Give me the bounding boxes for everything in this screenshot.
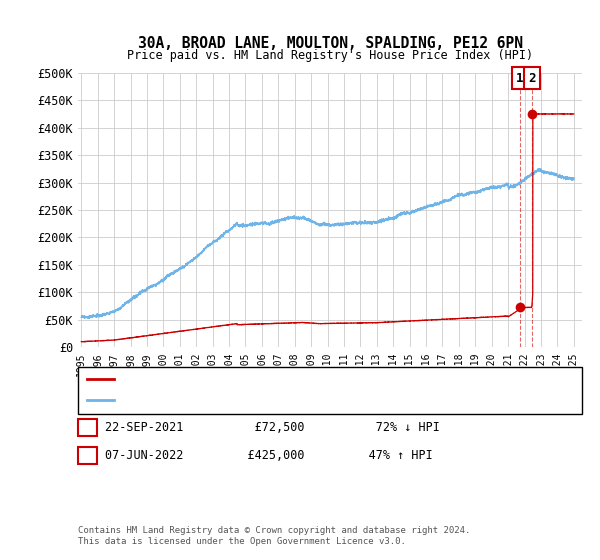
Text: 07-JUN-2022         £425,000         47% ↑ HPI: 07-JUN-2022 £425,000 47% ↑ HPI — [105, 449, 433, 462]
Text: 1: 1 — [516, 72, 524, 85]
Text: 1: 1 — [84, 421, 91, 434]
Title: 30A, BROAD LANE, MOULTON, SPALDING, PE12 6PN: 30A, BROAD LANE, MOULTON, SPALDING, PE12… — [137, 36, 523, 51]
Text: 30A, BROAD LANE, MOULTON, SPALDING, PE12 6PN (detached house): 30A, BROAD LANE, MOULTON, SPALDING, PE12… — [120, 374, 501, 384]
Text: 2: 2 — [528, 72, 536, 85]
Text: Price paid vs. HM Land Registry's House Price Index (HPI): Price paid vs. HM Land Registry's House … — [127, 49, 533, 62]
Text: Contains HM Land Registry data © Crown copyright and database right 2024.
This d: Contains HM Land Registry data © Crown c… — [78, 526, 470, 546]
Text: HPI: Average price, detached house, South Holland: HPI: Average price, detached house, Sout… — [120, 395, 426, 405]
Text: 2: 2 — [84, 449, 91, 462]
Text: 22-SEP-2021          £72,500          72% ↓ HPI: 22-SEP-2021 £72,500 72% ↓ HPI — [105, 421, 440, 434]
